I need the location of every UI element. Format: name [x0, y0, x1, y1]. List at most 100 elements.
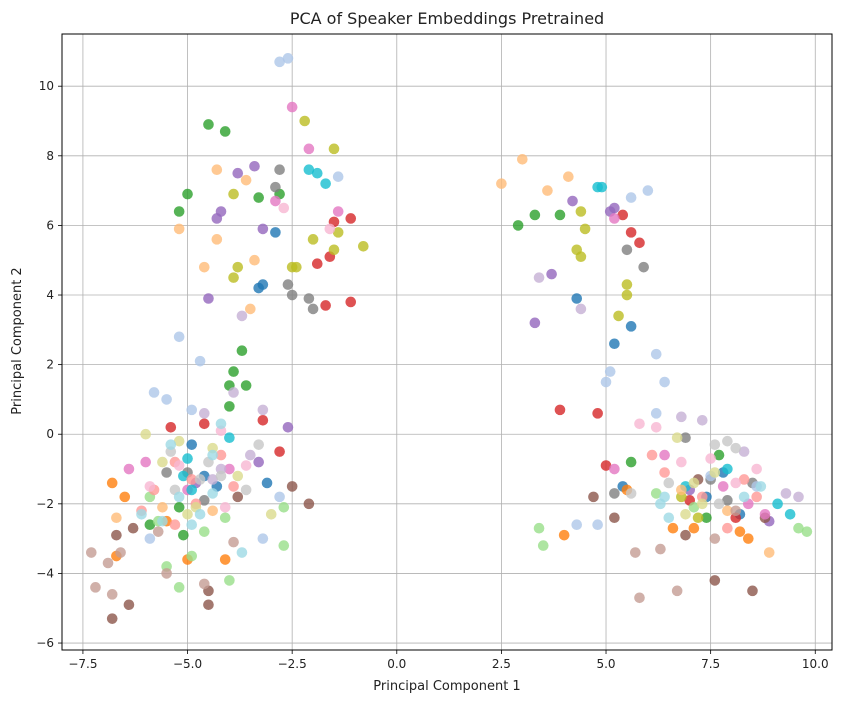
data-point — [722, 495, 733, 506]
data-point — [772, 498, 783, 510]
data-point — [722, 522, 733, 534]
data-point — [182, 508, 193, 520]
plot-frame — [61, 33, 833, 651]
data-point — [207, 488, 218, 499]
data-point — [692, 512, 704, 524]
data-point — [245, 449, 256, 461]
data-point — [604, 366, 616, 377]
data-point — [730, 442, 742, 454]
data-point — [90, 582, 101, 593]
data-point — [709, 533, 721, 544]
data-point — [667, 522, 679, 534]
data-point — [203, 293, 214, 304]
data-point — [307, 234, 319, 245]
grid-lines — [62, 34, 832, 650]
data-point — [650, 348, 662, 360]
data-point — [173, 223, 185, 235]
x-tick-label: 7.5 — [701, 657, 720, 671]
data-point — [571, 293, 583, 304]
data-point — [249, 254, 260, 266]
data-point — [161, 394, 172, 405]
series-18 — [140, 428, 721, 520]
data-point — [709, 575, 721, 586]
data-point — [123, 463, 135, 475]
data-point — [102, 557, 114, 569]
series-16 — [85, 505, 742, 604]
data-point — [801, 526, 813, 537]
data-point — [232, 167, 244, 179]
data-point — [127, 522, 139, 534]
data-point — [169, 519, 181, 531]
data-point — [228, 387, 239, 398]
data-point — [224, 432, 235, 444]
data-point — [219, 554, 231, 565]
data-point — [274, 446, 285, 457]
data-point — [755, 481, 767, 492]
y-tick-label: −2 — [36, 497, 54, 511]
data-point — [274, 491, 285, 503]
data-point — [198, 578, 210, 590]
data-point — [659, 376, 670, 388]
data-point — [311, 167, 323, 179]
data-point — [211, 234, 223, 245]
data-point — [282, 421, 294, 433]
data-point — [680, 432, 691, 444]
data-point — [186, 404, 198, 416]
data-point — [625, 192, 637, 203]
data-point — [579, 223, 591, 235]
data-point — [144, 481, 156, 492]
data-point — [144, 519, 156, 531]
data-point — [621, 279, 633, 290]
data-point — [257, 404, 269, 416]
data-point — [722, 435, 733, 447]
data-point — [734, 526, 746, 537]
data-point — [182, 453, 193, 464]
data-point — [203, 599, 214, 611]
data-point — [332, 171, 344, 182]
data-point — [198, 418, 210, 430]
x-tick-label: −5.0 — [173, 657, 202, 671]
data-point — [215, 470, 227, 482]
data-point — [512, 220, 524, 231]
data-point — [609, 512, 620, 524]
data-point — [299, 115, 311, 127]
data-point — [161, 568, 172, 579]
data-point — [650, 488, 662, 499]
data-point — [274, 164, 285, 176]
data-point — [609, 338, 620, 350]
data-point — [228, 188, 239, 200]
data-point — [701, 512, 712, 524]
data-point — [173, 502, 185, 513]
series-15 — [198, 272, 804, 503]
data-point — [282, 53, 294, 64]
data-point — [625, 488, 637, 499]
data-point — [793, 522, 804, 534]
data-point — [722, 463, 733, 475]
data-point — [571, 519, 583, 531]
data-point — [722, 505, 733, 517]
data-point — [609, 213, 620, 224]
data-point — [198, 408, 210, 419]
data-point — [270, 195, 281, 207]
data-point — [215, 206, 227, 217]
data-point — [224, 401, 235, 412]
data-point — [157, 456, 168, 468]
data-point — [198, 261, 210, 273]
data-point — [659, 467, 670, 478]
data-point — [123, 599, 135, 611]
data-point — [207, 449, 218, 461]
data-point — [793, 491, 804, 503]
data-point — [575, 303, 587, 315]
data-point — [554, 404, 566, 416]
data-point — [228, 366, 239, 377]
data-point — [257, 533, 269, 544]
data-point — [240, 380, 252, 391]
data-point — [245, 303, 256, 315]
data-point — [144, 533, 156, 544]
data-point — [345, 213, 357, 224]
x-axis-ticks: −7.5 −5.0 −2.5 0.0 2.5 5.0 7.5 10.0 — [68, 650, 829, 671]
data-point — [274, 56, 285, 68]
x-tick-label: 0.0 — [387, 657, 406, 671]
data-point — [228, 272, 239, 283]
data-point — [563, 171, 574, 182]
